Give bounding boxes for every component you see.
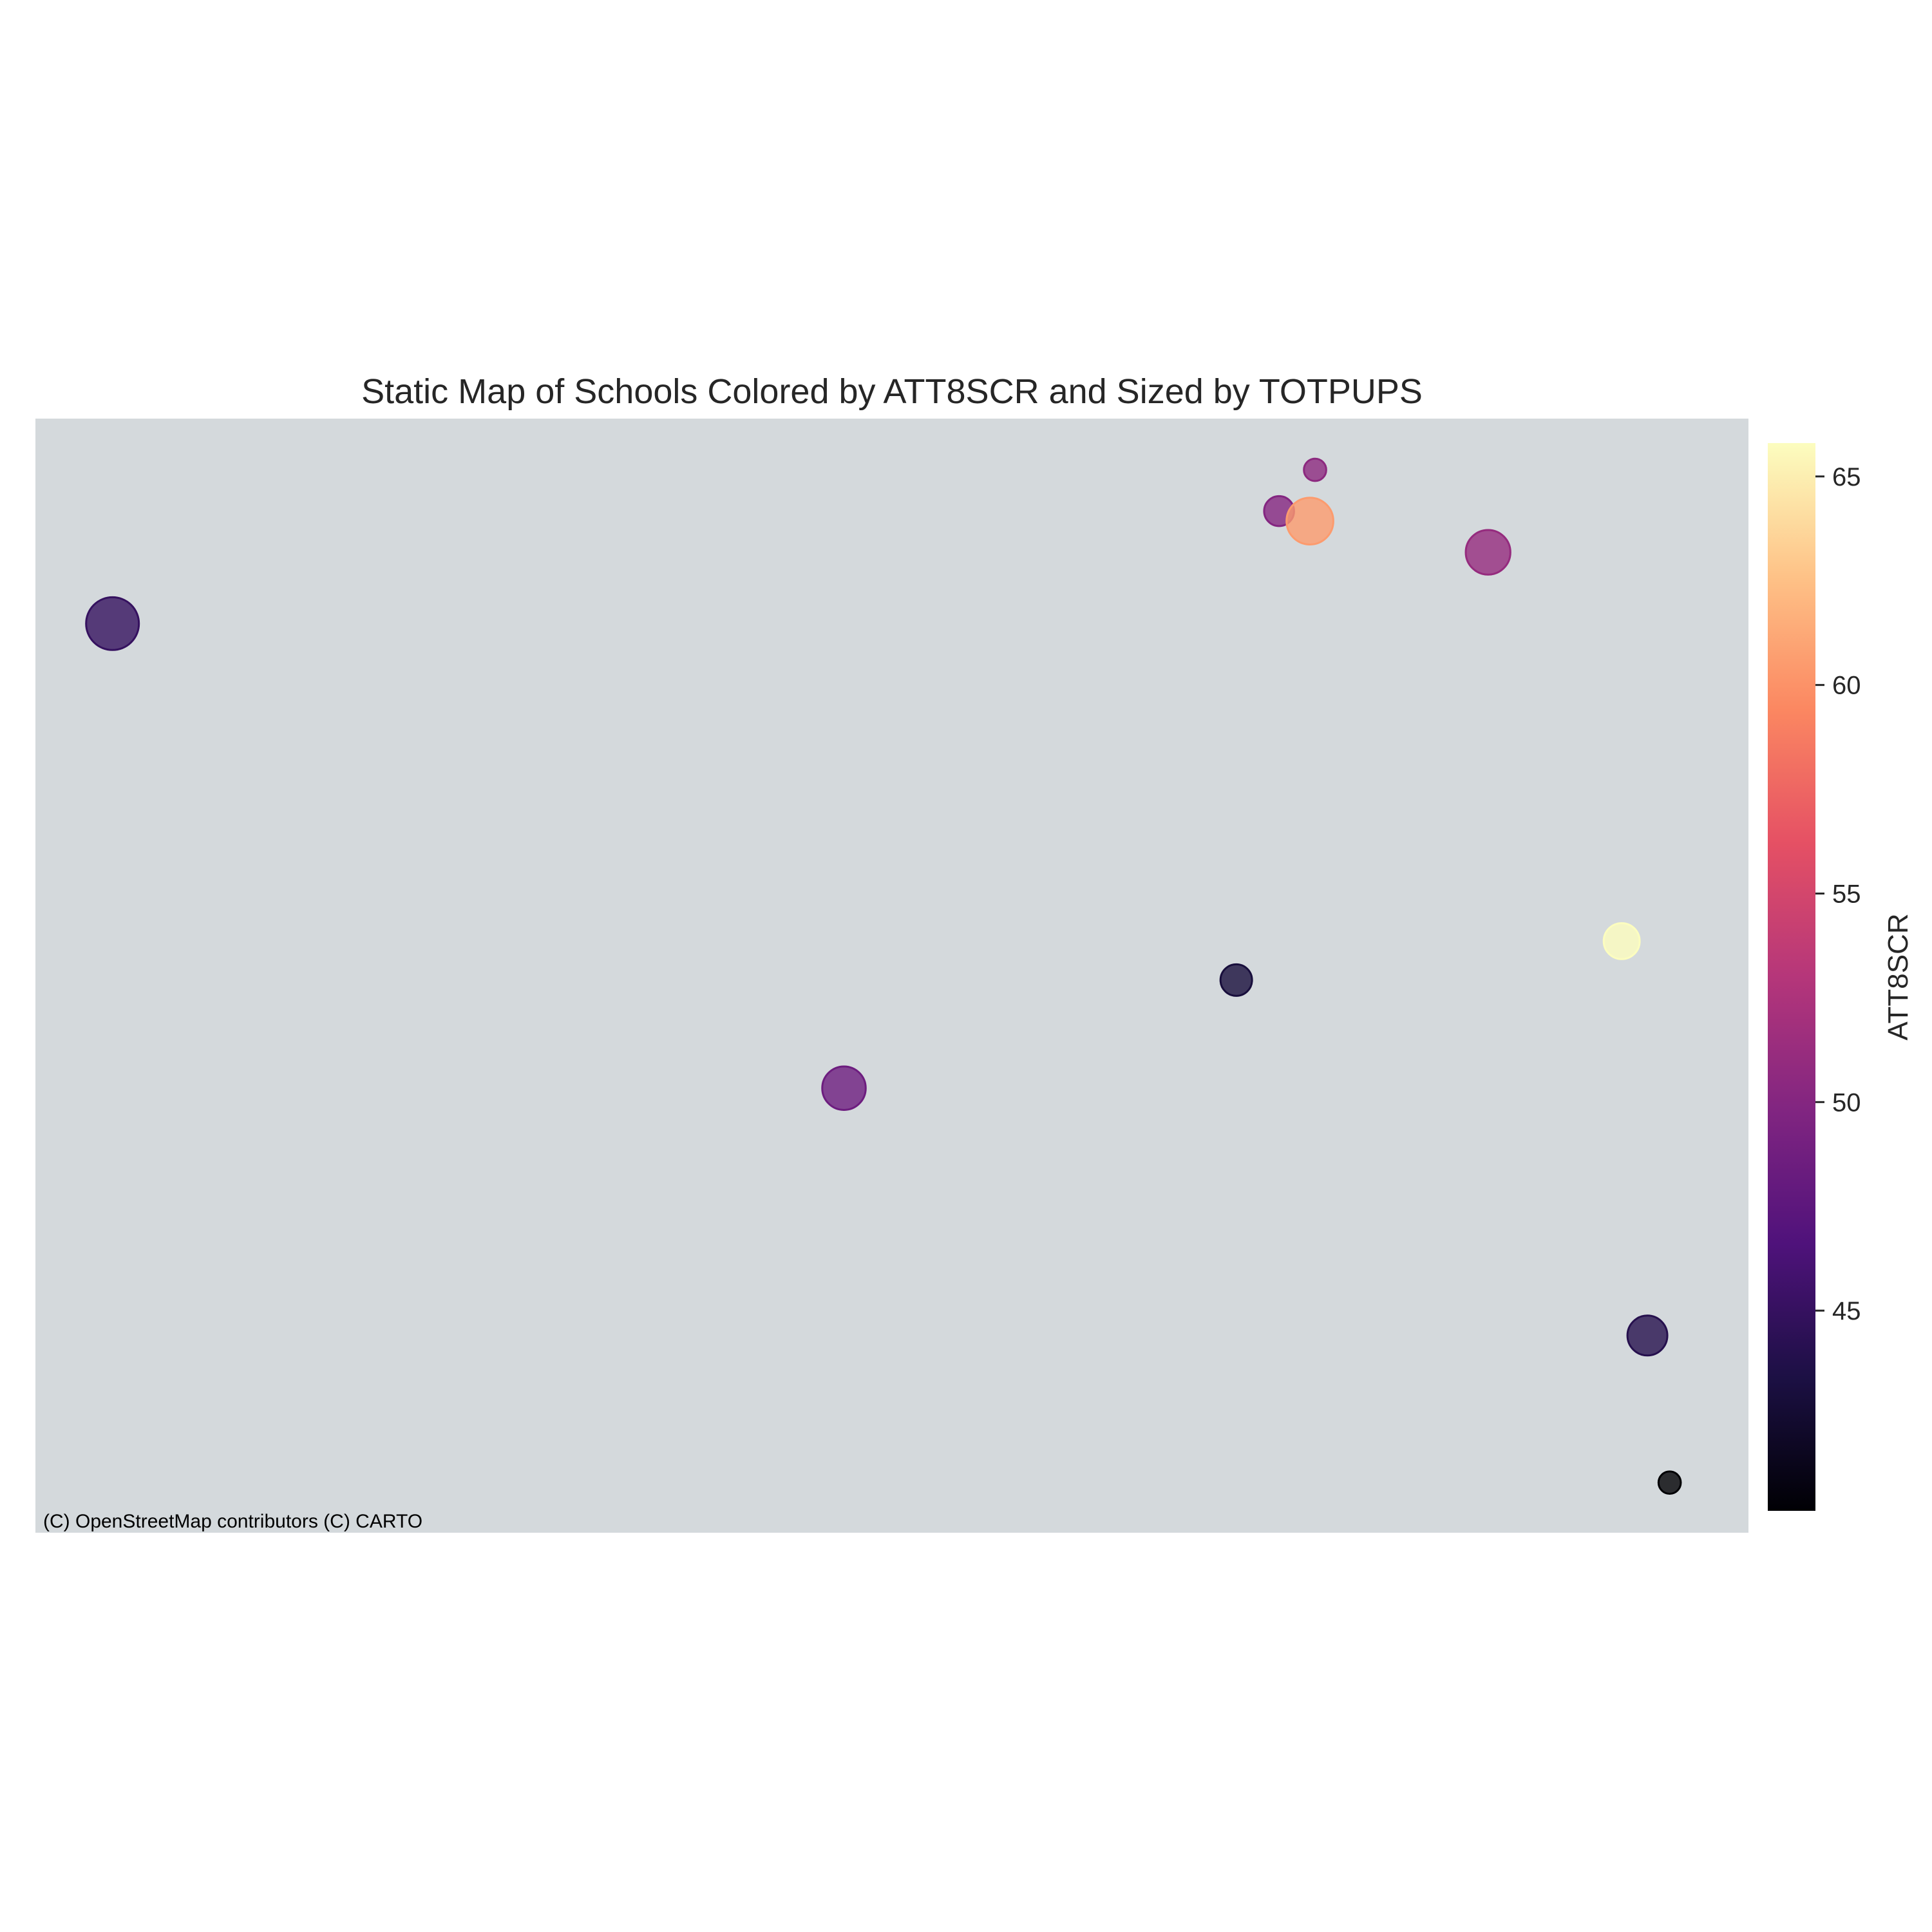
school-point[interactable] (1602, 922, 1641, 960)
school-point[interactable] (1303, 457, 1327, 482)
colorbar-label: ATT8SCR (1882, 913, 1914, 1040)
school-point[interactable] (1285, 497, 1334, 545)
colorbar-tick-label: 50 (1832, 1088, 1861, 1117)
points-layer (85, 457, 1682, 1495)
school-point[interactable] (1219, 963, 1253, 997)
school-point[interactable] (1657, 1470, 1682, 1495)
colorbar-tick-label: 45 (1832, 1297, 1861, 1325)
school-point[interactable] (821, 1065, 867, 1111)
basemap-attribution: (C) OpenStreetMap contributors (C) CARTO (43, 1511, 422, 1532)
colorbar-tick-label: 65 (1832, 463, 1861, 491)
school-point[interactable] (85, 596, 140, 651)
chart-title: Static Map of Schools Colored by ATT8SCR… (361, 372, 1423, 411)
colorbar-ticks: 45 50 55 60 65 (1815, 463, 1861, 1325)
school-point[interactable] (1464, 529, 1511, 576)
school-point[interactable] (1626, 1314, 1669, 1357)
colorbar-tick-label: 55 (1832, 880, 1861, 908)
colorbar (1768, 443, 1815, 1511)
colorbar-tick-label: 60 (1832, 672, 1861, 700)
basemap[interactable] (35, 419, 1748, 1533)
